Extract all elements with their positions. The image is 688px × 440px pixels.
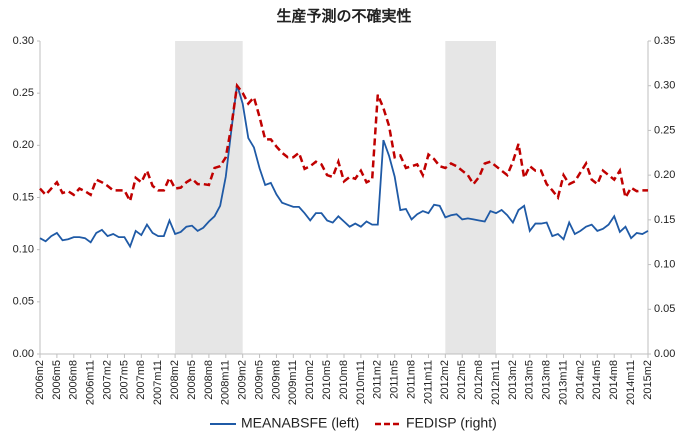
x-tick-label: 2010m11 [355, 360, 367, 405]
shaded-period [175, 41, 243, 354]
x-tick-label: 2014m5 [591, 360, 603, 400]
y2-tick-label: 0.25 [654, 124, 675, 136]
y-tick-label: 0.00 [13, 348, 34, 360]
x-tick-label: 2013m11 [557, 360, 569, 405]
x-tick-label: 2009m2 [237, 360, 249, 400]
x-tick-label: 2015m2 [642, 360, 654, 400]
series-line [39, 84, 649, 249]
y-tick-label: 0.25 [13, 87, 34, 99]
x-tick-label: 2010m8 [338, 360, 350, 400]
x-tick-label: 2011m11 [422, 360, 434, 404]
y2-tick-label: 0.30 [654, 80, 675, 92]
x-tick-label: 2012m5 [456, 360, 468, 400]
x-tick-label: 2009m5 [253, 360, 265, 400]
y-tick-label: 0.15 [13, 191, 34, 203]
x-tick-label: 2012m2 [439, 360, 451, 400]
y2-tick-label: 0.15 [654, 214, 675, 226]
y-tick-label: 0.10 [13, 244, 34, 256]
x-tick-label: 2008m11 [220, 360, 232, 405]
y2-tick-label: 0.00 [654, 348, 675, 360]
y2-tick-label: 0.20 [654, 169, 675, 181]
x-tick-label: 2008m5 [186, 360, 198, 400]
y-tick-label: 0.05 [13, 296, 34, 308]
x-tick-label: 2007m8 [135, 360, 147, 400]
x-tick-label: 2012m11 [490, 360, 502, 405]
x-tick-label: 2013m5 [524, 360, 536, 400]
series-line [39, 82, 648, 205]
x-tick-label: 2013m8 [541, 360, 553, 400]
y2-tick-label: 0.05 [654, 303, 675, 315]
x-tick-label: 2009m11 [287, 360, 299, 405]
x-tick-label: 2011m8 [405, 360, 417, 399]
y2-tick-label: 0.10 [654, 258, 675, 270]
x-tick-label: 2011m2 [372, 360, 384, 399]
x-tick-label: 2006m11 [85, 360, 97, 405]
y-tick-label: 0.20 [13, 139, 34, 151]
x-tick-label: 2011m5 [389, 360, 401, 399]
x-tick-label: 2010m2 [304, 360, 316, 400]
x-tick-label: 2007m11 [152, 360, 164, 405]
x-tick-label: 2009m8 [270, 360, 282, 400]
x-tick-label: 2006m5 [51, 360, 63, 400]
x-tick-label: 2008m2 [169, 360, 181, 400]
x-tick-label: 2007m5 [118, 360, 130, 400]
x-tick-label: 2014m2 [574, 360, 586, 400]
chart-title: 生産予測の不確実性 [276, 7, 411, 25]
x-tick-label: 2006m2 [34, 360, 46, 400]
x-tick-label: 2006m8 [68, 360, 80, 400]
x-tick-label: 2010m5 [321, 360, 333, 400]
x-tick-label: 2014m8 [608, 360, 620, 400]
shaded-period [445, 41, 496, 354]
legend-label: FEDISP (right) [406, 415, 497, 431]
legend-label: MEANABSFE (left) [241, 415, 359, 431]
x-tick-label: 2013m2 [507, 360, 519, 400]
y-tick-label: 0.30 [13, 35, 34, 47]
x-tick-label: 2008m8 [203, 360, 215, 400]
x-tick-label: 2014m11 [625, 360, 637, 405]
y2-tick-label: 0.35 [654, 35, 675, 47]
x-tick-label: 2007m2 [101, 360, 113, 400]
x-tick-label: 2012m8 [473, 360, 485, 400]
